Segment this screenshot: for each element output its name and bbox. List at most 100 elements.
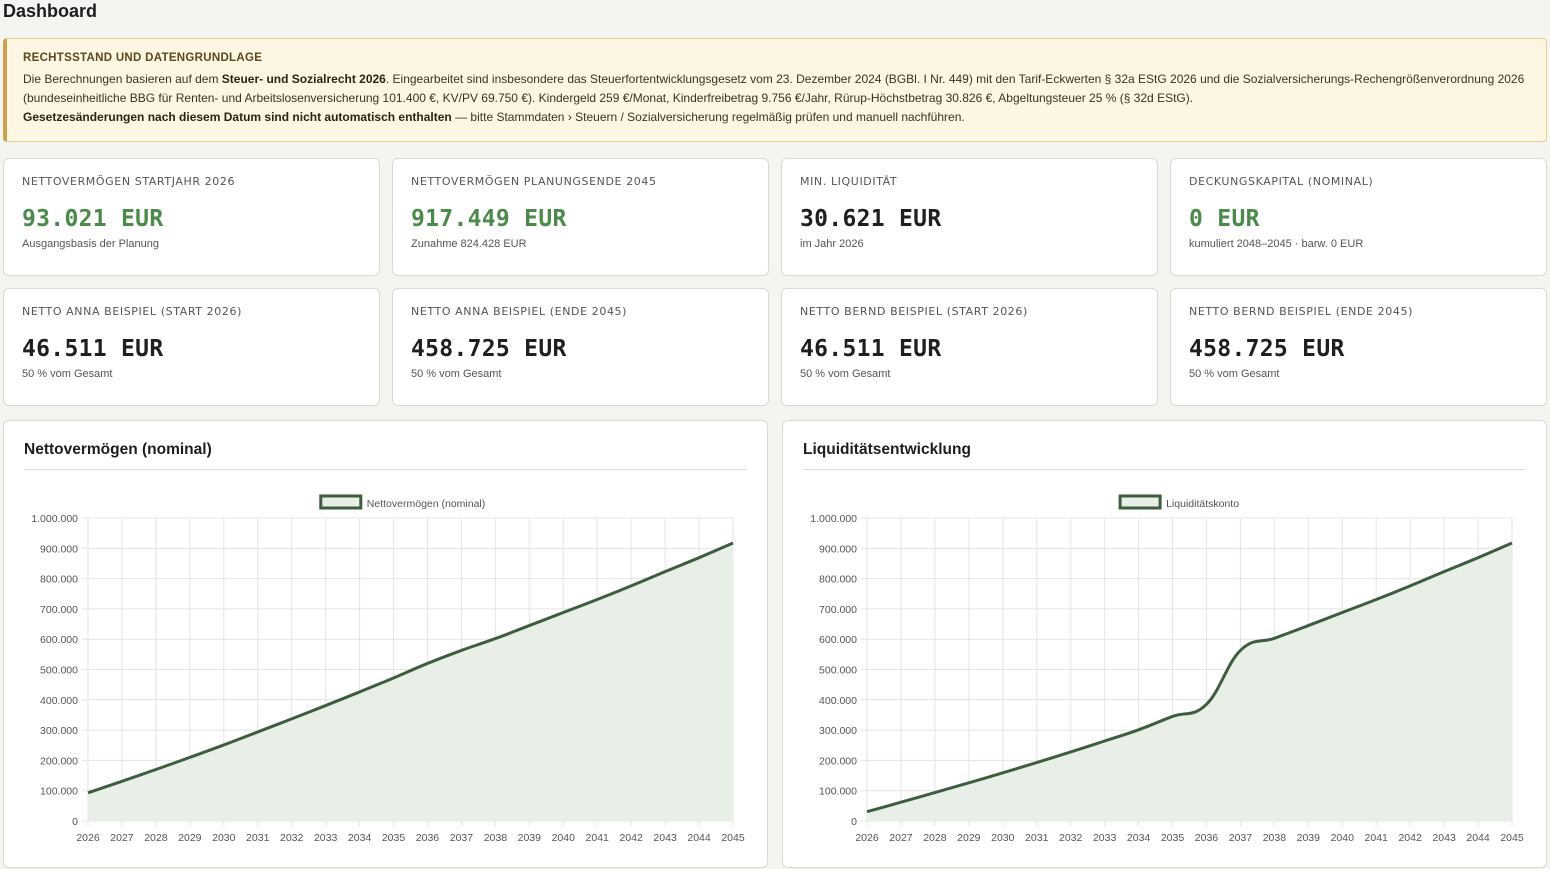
data-point[interactable] [1170,713,1176,719]
data-point[interactable] [323,703,329,709]
chart-title: Nettovermögen (nominal) [24,441,747,470]
data-point[interactable] [458,647,464,653]
kpi-label: Min. Liquidität [800,175,898,188]
kpi-value: 93.021 EUR [22,206,164,232]
data-point[interactable] [560,610,566,616]
data-point[interactable] [492,636,498,642]
x-tick-label: 2027 [110,832,134,844]
y-tick-label: 800.000 [40,574,78,586]
data-point[interactable] [932,790,938,796]
data-point[interactable] [1237,647,1243,653]
x-tick-label: 2027 [889,832,913,844]
data-point[interactable] [1407,583,1413,589]
data-point[interactable] [1475,555,1481,561]
data-point[interactable] [1136,727,1142,733]
x-tick-label: 2036 [1195,832,1219,844]
notice-text: Die Berechnungen basieren auf dem Steuer… [23,70,1530,127]
x-tick-label: 2031 [1025,832,1049,844]
data-point[interactable] [391,675,397,681]
data-point[interactable] [85,790,91,796]
y-tick-label: 500.000 [819,665,857,677]
data-point[interactable] [1034,760,1040,766]
data-point[interactable] [594,597,600,603]
notice-text-2: . Eingearbeitet sind insbesondere das St… [23,72,1525,105]
data-point[interactable] [187,754,193,760]
data-point[interactable] [730,540,736,546]
data-point[interactable] [1068,749,1074,755]
data-point[interactable] [1000,770,1006,776]
x-tick-label: 2036 [416,832,440,844]
kpi-subtext: 50 % vom Gesamt [1189,368,1280,380]
x-tick-label: 2039 [1297,832,1321,844]
x-tick-label: 2037 [1229,832,1253,844]
page-title: Dashboard [3,1,98,21]
chart-legend[interactable]: Liquiditätskonto [1118,494,1239,510]
legend-label: Nettovermögen (nominal) [367,498,485,510]
x-tick-label: 2042 [619,832,643,844]
kpi-label: Netto Bernd Beispiel (Ende 2045) [1189,305,1413,318]
data-point[interactable] [1441,569,1447,575]
y-tick-label: 600.000 [40,634,78,646]
x-tick-label: 2029 [178,832,202,844]
data-point[interactable] [119,778,125,784]
data-point[interactable] [966,780,972,786]
x-tick-label: 2045 [721,832,745,844]
data-point[interactable] [898,799,904,805]
kpi-subtext: 50 % vom Gesamt [800,368,891,380]
networth-chart[interactable]: 0 100.000 200.000 300.000 400.000 500.000 600.… [4,421,769,869]
data-point[interactable] [696,555,702,561]
notice-text-3: — bitte Stammdaten › Steuern / Sozialver… [451,110,965,124]
data-point[interactable] [289,716,295,722]
liquidity-chart[interactable]: 0 100.000 200.000 300.000 400.000 500.000 600.… [783,421,1548,869]
data-point[interactable] [255,729,261,735]
x-tick-label: 2045 [1500,832,1524,844]
kpi-label: Netto Anna Beispiel (Start 2026) [22,305,242,318]
data-point[interactable] [864,809,870,815]
data-point[interactable] [221,742,227,748]
kpi-label: Deckungskapital (nominal) [1189,175,1374,188]
y-tick-label: 800.000 [819,574,857,586]
chart-card-liquidity: Liquiditätsentwicklung 0 100.000 200.000 30… [782,420,1547,868]
kpi-card-anna-end: Netto Anna Beispiel (Ende 2045) 458.725 … [392,288,769,406]
y-tick-label: 0 [72,816,78,828]
y-tick-label: 700.000 [819,604,857,616]
data-point[interactable] [1305,623,1311,629]
data-point[interactable] [1271,635,1277,641]
data-point[interactable] [628,583,634,589]
data-point[interactable] [357,689,363,695]
x-tick-label: 2040 [1331,832,1355,844]
y-tick-label: 1.000.000 [810,513,857,525]
x-tick-label: 2042 [1398,832,1422,844]
notice-title: Rechtsstand und Datengrundlage [23,52,263,64]
y-tick-label: 700.000 [40,604,78,616]
kpi-label: Nettovermögen Startjahr 2026 [22,175,236,188]
kpi-subtext: 50 % vom Gesamt [22,368,113,380]
data-point[interactable] [1373,597,1379,603]
y-tick-label: 100.000 [819,786,857,798]
kpi-label: Nettovermögen Planungsende 2045 [411,175,657,188]
data-point[interactable] [1203,701,1209,707]
data-point[interactable] [424,660,430,666]
data-point[interactable] [1509,540,1515,546]
y-tick-label: 1.000.000 [31,513,78,525]
data-point[interactable] [526,623,532,629]
kpi-value: 458.725 EUR [411,336,567,362]
data-point[interactable] [662,569,668,575]
series-line [866,541,1513,814]
chart-card-networth: Nettovermögen (nominal) 0 100.000 200.000 3… [3,420,768,868]
kpi-value: 30.621 EUR [800,206,942,232]
kpi-card-networth-end: Nettovermögen Planungsende 2045 917.449 … [392,158,769,276]
data-point[interactable] [1102,738,1108,744]
legend-swatch [319,494,363,510]
chart-legend[interactable]: Nettovermögen (nominal) [319,494,485,510]
x-tick-label: 2034 [1127,832,1151,844]
y-tick-label: 600.000 [819,634,857,646]
y-tick-label: 400.000 [819,695,857,707]
kpi-value: 917.449 EUR [411,206,567,232]
x-tick-label: 2043 [1432,832,1456,844]
x-tick-label: 2039 [518,832,542,844]
x-tick-label: 2031 [246,832,270,844]
data-point[interactable] [153,766,159,772]
kpi-card-bernd-end: Netto Bernd Beispiel (Ende 2045) 458.725… [1170,288,1547,406]
data-point[interactable] [1339,610,1345,616]
